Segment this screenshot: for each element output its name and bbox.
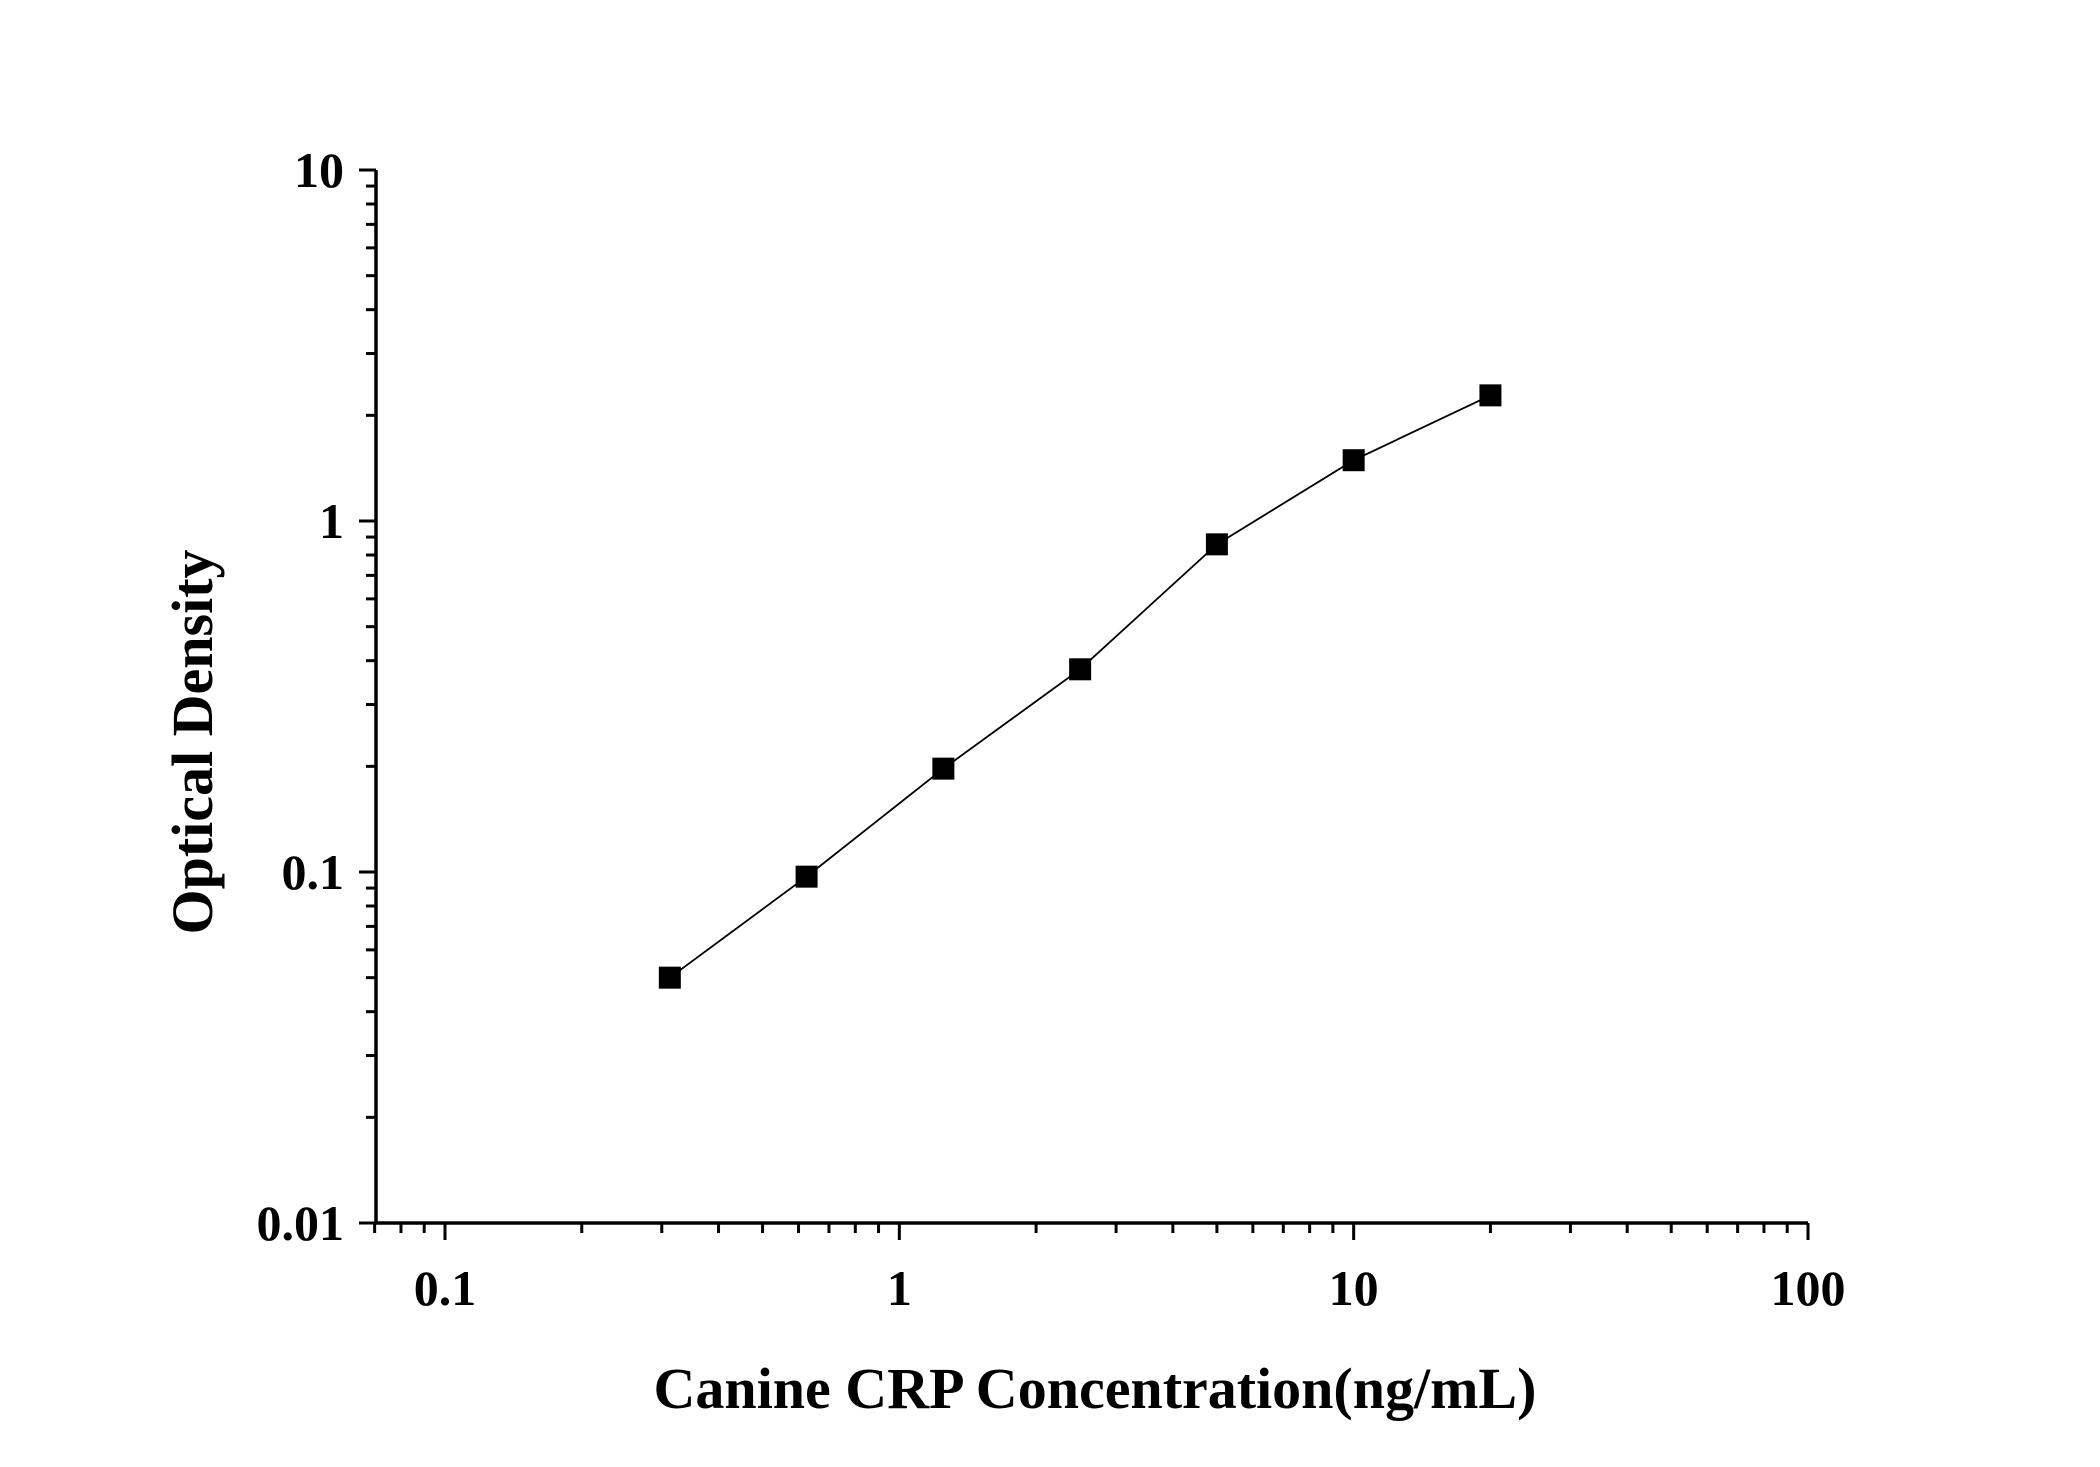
- x-axis-title: Canine CRP Concentration(ng/mL): [654, 1356, 1537, 1421]
- x-tick-label: 1: [887, 1260, 912, 1316]
- y-tick-label: 0.1: [282, 844, 345, 900]
- y-axis-title: Optical Density: [160, 549, 225, 934]
- y-tick-label: 1: [319, 493, 344, 549]
- data-point-marker: [795, 865, 818, 888]
- tick-labels: 0.1 1 10 100 0.01 0.1 1 10: [257, 142, 1846, 1316]
- ticks: [359, 168, 1810, 1240]
- series-line: [669, 394, 1491, 979]
- x-tick-label: 10: [1329, 1260, 1379, 1316]
- x-tick-label: 100: [1771, 1260, 1846, 1316]
- data-point-marker: [1479, 384, 1502, 407]
- series-layer: [658, 384, 1502, 989]
- data-point-marker: [1205, 533, 1228, 556]
- data-point-marker: [1342, 449, 1365, 472]
- data-point-marker: [1069, 658, 1092, 681]
- y-tick-label: 10: [294, 142, 344, 198]
- data-point-marker: [658, 966, 681, 989]
- y-tick-label: 0.01: [257, 1195, 345, 1251]
- data-point-marker: [932, 757, 955, 780]
- x-tick-label: 0.1: [414, 1260, 477, 1316]
- axes: [374, 170, 1808, 1225]
